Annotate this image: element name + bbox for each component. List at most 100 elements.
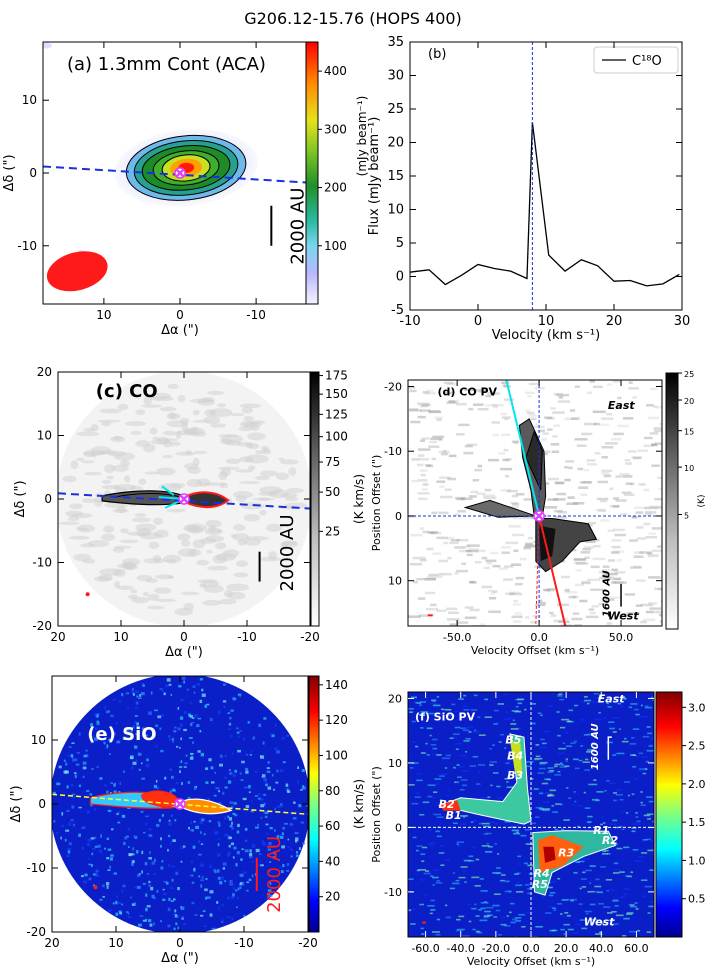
noise-pixel: [286, 735, 289, 737]
noise-pixel: [574, 704, 579, 707]
noise-pixel: [262, 842, 266, 846]
noise-pixel: [105, 710, 109, 714]
noise-blob: [144, 471, 160, 475]
noise-pixel: [214, 771, 217, 774]
noise-pixel: [584, 699, 592, 702]
colorbar-f: 0.51.01.52.02.53.0(K): [655, 691, 706, 938]
noise-pixel: [196, 683, 200, 686]
noise-pixel: [643, 814, 651, 817]
noise-pixel: [222, 867, 226, 870]
noise-pixel: [483, 566, 490, 570]
noise-pixel: [604, 849, 609, 852]
noise-blob: [218, 598, 237, 605]
noise-pixel: [122, 736, 126, 740]
noise-pixel: [104, 705, 106, 710]
noise-pixel: [438, 572, 452, 576]
noise-pixel: [424, 894, 428, 897]
noise-pixel: [493, 709, 499, 712]
noise-pixel: [192, 845, 196, 849]
noise-pixel: [636, 537, 646, 540]
noise-pixel: [94, 836, 97, 839]
noise-pixel: [648, 532, 656, 535]
noise-pixel: [485, 913, 491, 915]
noise-blob: [239, 456, 254, 463]
noise-pixel: [506, 786, 514, 789]
noise-pixel: [132, 853, 135, 856]
noise-pixel: [463, 451, 474, 455]
noise-pixel: [133, 693, 135, 696]
noise-pixel: [615, 581, 624, 584]
noise-pixel: [584, 758, 589, 761]
noise-pixel: [265, 823, 269, 826]
colorbar-tick-label: 25: [684, 370, 694, 379]
noise-pixel: [612, 731, 617, 733]
noise-pixel: [578, 903, 583, 905]
x-tick-label: -40.0: [446, 942, 474, 955]
noise-pixel: [423, 872, 431, 875]
noise-pixel: [166, 678, 171, 682]
red-dashed-line: [535, 515, 540, 626]
colorbar-label: (K): [697, 495, 706, 508]
noise-pixel: [301, 769, 305, 773]
colorbar-gradient: [655, 691, 683, 938]
noise-pixel: [92, 847, 96, 850]
noise-pixel: [547, 705, 553, 707]
noise-pixel: [236, 731, 240, 734]
noise-pixel: [505, 474, 510, 478]
noise-pixel: [168, 819, 171, 822]
noise-blob: [166, 508, 186, 513]
noise-pixel: [522, 516, 534, 519]
noise-pixel: [614, 533, 627, 537]
noise-pixel: [556, 711, 560, 713]
noise-pixel: [644, 706, 653, 709]
blue-lobe-core: [141, 790, 181, 809]
noise-blob: [58, 521, 80, 526]
noise-pixel: [512, 918, 518, 921]
noise-pixel: [587, 749, 595, 751]
noise-pixel: [643, 444, 654, 448]
noise-pixel: [573, 872, 578, 874]
noise-pixel: [571, 417, 580, 420]
noise-pixel: [523, 546, 531, 550]
y-tick-label: 0: [38, 797, 46, 811]
noise-pixel: [591, 605, 599, 608]
x-axis-label: Δα ("): [161, 323, 199, 338]
y-tick-label: 10: [388, 757, 402, 770]
noise-pixel: [436, 783, 439, 785]
noise-pixel: [483, 833, 489, 835]
noise-pixel: [551, 805, 555, 807]
noise-pixel: [243, 914, 246, 918]
noise-pixel: [257, 797, 262, 800]
noise-pixel: [612, 872, 620, 874]
noise-pixel: [508, 505, 519, 509]
noise-pixel: [297, 766, 300, 769]
noise-pixel: [178, 685, 182, 688]
noise-pixel: [199, 863, 204, 867]
noise-pixel: [126, 728, 130, 732]
noise-pixel: [200, 843, 204, 845]
noise-pixel: [546, 793, 550, 795]
noise-pixel: [148, 711, 152, 715]
noise-pixel: [454, 496, 466, 500]
noise-pixel: [462, 935, 470, 937]
knot-label-R5: R5: [532, 878, 548, 891]
colorbar-tick-label: 100: [325, 748, 348, 762]
noise-pixel: [630, 871, 633, 874]
noise-pixel: [228, 817, 233, 821]
noise-pixel: [654, 610, 662, 614]
noise-pixel: [118, 910, 122, 913]
noise-pixel: [183, 766, 187, 768]
noise-pixel: [501, 551, 510, 554]
noise-pixel: [411, 802, 419, 805]
noise-pixel: [127, 828, 131, 831]
faint-emission: [43, 42, 52, 49]
noise-pixel: [285, 783, 289, 787]
noise-pixel: [497, 934, 502, 936]
noise-pixel: [199, 821, 203, 825]
noise-pixel: [509, 591, 520, 594]
noise-pixel: [513, 441, 519, 445]
noise-pixel: [229, 883, 234, 886]
noise-pixel: [180, 760, 183, 764]
noise-pixel: [90, 863, 93, 867]
noise-pixel: [197, 750, 201, 753]
